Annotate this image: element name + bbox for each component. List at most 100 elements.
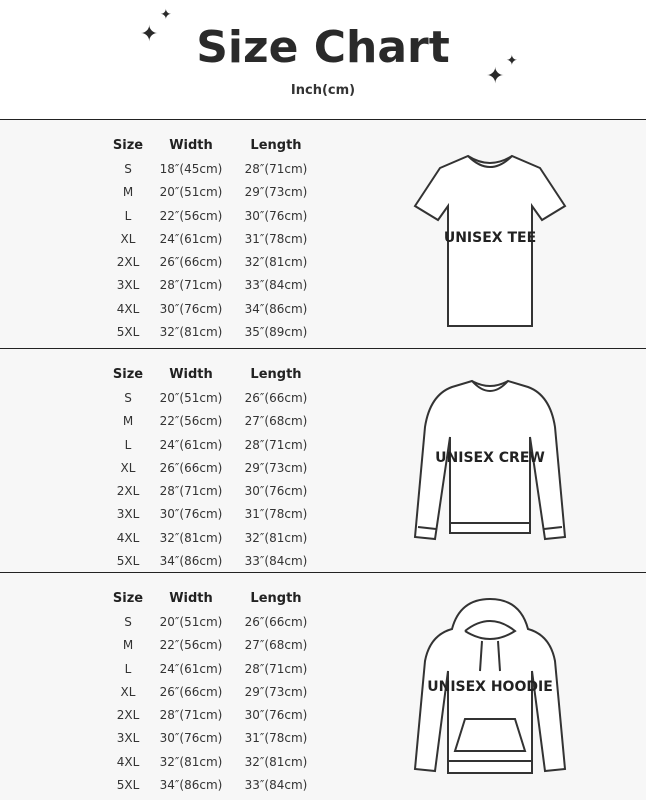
table-row: S 20″(51cm) 26″(66cm) xyxy=(110,386,316,409)
width-cell: 24″(61cm) xyxy=(159,437,223,452)
length-cell: 33″(84cm) xyxy=(244,278,308,293)
table-row: S 20″(51cm) 26″(66cm) xyxy=(110,610,316,633)
size-cell: S xyxy=(124,390,132,405)
length-cell: 34″(86cm) xyxy=(244,301,308,316)
sparkle-icon: ✦ xyxy=(160,7,172,23)
width-cell: 20″(51cm) xyxy=(159,185,223,200)
length-cell: 33″(84cm) xyxy=(244,778,308,793)
length-cell: 27″(68cm) xyxy=(244,414,308,429)
table-row: 5XL 34″(86cm) 33″(84cm) xyxy=(110,549,316,572)
size-cell: 4XL xyxy=(116,530,140,545)
table-header: Size Width Length xyxy=(110,587,316,610)
width-cell: 28″(71cm) xyxy=(159,278,223,293)
length-cell: 26″(66cm) xyxy=(244,390,308,405)
length-cell: 31″(78cm) xyxy=(244,231,308,246)
garment-label: UNISEX CREW xyxy=(435,450,545,466)
length-cell: 26″(66cm) xyxy=(244,614,308,629)
width-cell: 28″(71cm) xyxy=(159,484,223,499)
size-cell: M xyxy=(122,185,134,200)
width-cell: 22″(56cm) xyxy=(159,414,223,429)
size-section: Size Width Length S 20″(51cm) 26″(66cm) M 22″(5… xyxy=(0,572,646,800)
width-cell: 32″(81cm) xyxy=(159,530,223,545)
table-row: M 22″(56cm) 27″(68cm) xyxy=(110,634,316,657)
table-row: 4XL 32″(81cm) 32″(81cm) xyxy=(110,526,316,549)
width-cell: 26″(66cm) xyxy=(159,460,223,475)
width-cell: 20″(51cm) xyxy=(159,614,223,629)
width-cell: 34″(86cm) xyxy=(159,554,223,569)
table-row: 4XL 32″(81cm) 32″(81cm) xyxy=(110,750,316,773)
table-row: XL 26″(66cm) 29″(73cm) xyxy=(110,680,316,703)
length-cell: 28″(71cm) xyxy=(244,161,308,176)
unit-label: Inch(cm) xyxy=(290,83,356,98)
table-row: 3XL 30″(76cm) 31″(78cm) xyxy=(110,503,316,526)
size-cell: M xyxy=(122,414,134,429)
table-row: L 24″(61cm) 28″(71cm) xyxy=(110,657,316,680)
size-cell: XL xyxy=(120,460,136,475)
length-cell: 32″(81cm) xyxy=(244,530,308,545)
garment-illustration: UNISEX CREW xyxy=(413,379,567,541)
header-length: Length xyxy=(250,591,302,607)
size-table: Size Width Length S 20″(51cm) 26″(66cm) M 22″(5… xyxy=(110,587,316,797)
size-cell: 4XL xyxy=(116,754,140,769)
sparkle-icon: ✦ xyxy=(486,64,505,89)
size-cell: S xyxy=(124,161,132,176)
table-row: M 22″(56cm) 27″(68cm) xyxy=(110,410,316,433)
width-cell: 22″(56cm) xyxy=(159,638,223,653)
table-row: 5XL 34″(86cm) 33″(84cm) xyxy=(110,773,316,796)
size-table: Size Width Length S 20″(51cm) 26″(66cm) M 22″(5… xyxy=(110,363,316,573)
length-cell: 28″(71cm) xyxy=(244,437,308,452)
header-width: Width xyxy=(169,591,213,607)
size-cell: XL xyxy=(120,684,136,699)
size-cell: 3XL xyxy=(116,507,140,522)
width-cell: 32″(81cm) xyxy=(159,754,223,769)
header-width: Width xyxy=(169,367,213,383)
width-cell: 20″(51cm) xyxy=(159,390,223,405)
garment-label: UNISEX TEE xyxy=(444,230,536,246)
table-row: S 18″(45cm) 28″(71cm) xyxy=(110,157,316,180)
length-cell: 30″(76cm) xyxy=(244,208,308,223)
header-width: Width xyxy=(169,138,213,154)
size-cell: S xyxy=(124,614,132,629)
length-cell: 28″(71cm) xyxy=(244,661,308,676)
width-cell: 30″(76cm) xyxy=(159,507,223,522)
garment-label: UNISEX HOODIE xyxy=(427,679,553,695)
header-size: Size xyxy=(112,367,144,383)
table-row: L 22″(56cm) 30″(76cm) xyxy=(110,204,316,227)
table-row: L 24″(61cm) 28″(71cm) xyxy=(110,433,316,456)
width-cell: 32″(81cm) xyxy=(159,325,223,340)
table-row: 2XL 26″(66cm) 32″(81cm) xyxy=(110,250,316,273)
length-cell: 29″(73cm) xyxy=(244,684,308,699)
size-cell: 5XL xyxy=(116,325,140,340)
header-length: Length xyxy=(250,367,302,383)
length-cell: 31″(78cm) xyxy=(244,731,308,746)
size-cell: 2XL xyxy=(116,255,140,270)
width-cell: 24″(61cm) xyxy=(159,661,223,676)
length-cell: 32″(81cm) xyxy=(244,255,308,270)
table-row: M 20″(51cm) 29″(73cm) xyxy=(110,181,316,204)
table-row: XL 26″(66cm) 29″(73cm) xyxy=(110,456,316,479)
table-row: 3XL 30″(76cm) 31″(78cm) xyxy=(110,727,316,750)
size-cell: 5XL xyxy=(116,778,140,793)
width-cell: 24″(61cm) xyxy=(159,231,223,246)
length-cell: 27″(68cm) xyxy=(244,638,308,653)
header: ✦ ✦ ✦ ✦ Size Chart Inch(cm) xyxy=(0,0,646,119)
table-header: Size Width Length xyxy=(110,363,316,386)
size-cell: 2XL xyxy=(116,708,140,723)
table-row: 5XL 32″(81cm) 35″(89cm) xyxy=(110,320,316,343)
garment-illustration: UNISEX TEE xyxy=(413,154,567,327)
length-cell: 33″(84cm) xyxy=(244,554,308,569)
garment-illustration: UNISEX HOODIE xyxy=(413,597,567,774)
size-cell: L xyxy=(124,437,132,452)
size-section: Size Width Length S 20″(51cm) 26″(66cm) M 22″(5… xyxy=(0,348,646,572)
table-row: XL 24″(61cm) 31″(78cm) xyxy=(110,227,316,250)
length-cell: 29″(73cm) xyxy=(244,185,308,200)
table-header: Size Width Length xyxy=(110,134,316,157)
length-cell: 30″(76cm) xyxy=(244,708,308,723)
length-cell: 29″(73cm) xyxy=(244,460,308,475)
length-cell: 35″(89cm) xyxy=(244,325,308,340)
size-cell: L xyxy=(124,208,132,223)
width-cell: 30″(76cm) xyxy=(159,731,223,746)
size-table: Size Width Length S 18″(45cm) 28″(71cm) M 20″(5… xyxy=(110,134,316,344)
header-size: Size xyxy=(112,591,144,607)
width-cell: 18″(45cm) xyxy=(159,161,223,176)
